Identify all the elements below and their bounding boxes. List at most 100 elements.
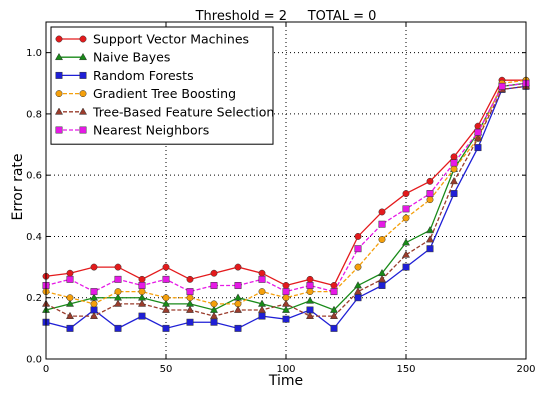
- y-axis-label: Error rate: [10, 153, 26, 220]
- data-point: [209, 311, 219, 319]
- data-point: [378, 220, 386, 228]
- data-point: [210, 282, 218, 289]
- x-tick-label: 0: [43, 364, 49, 375]
- legend-label: Tree-Based Feature Selection: [92, 104, 274, 119]
- x-tick-label: 50: [160, 364, 173, 375]
- data-point: [378, 208, 386, 216]
- data-point: [186, 275, 194, 283]
- data-point: [233, 305, 243, 313]
- data-point: [425, 226, 435, 234]
- legend-label: Support Vector Machines: [93, 32, 249, 47]
- data-point: [162, 294, 170, 302]
- data-point: [354, 294, 362, 302]
- legend-marker: [55, 71, 63, 79]
- data-point: [498, 82, 506, 90]
- data-point: [234, 263, 242, 271]
- data-point: [305, 311, 315, 319]
- data-point: [65, 299, 75, 307]
- y-tick-label: 0.2: [26, 293, 42, 304]
- y-tick-label: 1.0: [26, 48, 42, 59]
- data-point: [114, 275, 122, 283]
- data-point: [234, 324, 242, 332]
- legend-item: Support Vector Machines: [55, 32, 249, 47]
- data-point: [306, 275, 314, 283]
- data-point: [210, 318, 218, 326]
- legend-marker: [78, 107, 88, 115]
- x-tick-label: 150: [396, 364, 415, 375]
- data-point: [258, 312, 266, 320]
- data-point: [402, 214, 410, 222]
- data-point: [282, 315, 290, 323]
- data-point: [66, 269, 74, 277]
- legend-label: Gradient Tree Boosting: [93, 86, 236, 101]
- data-point: [330, 324, 338, 332]
- data-point: [162, 275, 170, 283]
- legend-marker: [55, 35, 63, 43]
- data-point: [89, 293, 99, 301]
- legend-marker: [79, 126, 87, 134]
- data-point: [426, 190, 434, 198]
- data-point: [258, 275, 266, 283]
- legend: Support Vector Machines Naive Bayes Random…: [50, 26, 274, 145]
- data-point: [281, 305, 291, 313]
- data-point: [402, 190, 410, 198]
- data-point: [210, 300, 218, 308]
- data-point: [138, 288, 146, 296]
- axis-ticks: 0 50 100 150 200 0.0 0.2 0.4 0.6 0.8 1.0: [26, 22, 536, 375]
- data-point: [305, 296, 315, 304]
- data-point: [426, 196, 434, 204]
- x-tick-label: 200: [516, 364, 535, 375]
- legend-marker: [79, 35, 87, 43]
- data-point: [282, 288, 290, 296]
- data-point: [210, 269, 218, 277]
- data-point: [306, 282, 314, 289]
- data-point: [138, 282, 146, 289]
- legend-marker: [55, 126, 63, 134]
- legend-item: Random Forests: [55, 68, 194, 83]
- y-tick-label: 0.4: [26, 232, 42, 243]
- x-axis-label: Time: [268, 373, 303, 389]
- data-point: [449, 176, 459, 185]
- data-point: [66, 275, 74, 283]
- data-point: [353, 287, 363, 295]
- data-point: [354, 245, 362, 253]
- data-point: [450, 190, 458, 198]
- legend-marker: [79, 90, 87, 98]
- data-point: [162, 263, 170, 271]
- data-point: [402, 205, 410, 213]
- data-point: [425, 235, 435, 243]
- data-point: [377, 275, 387, 283]
- data-point: [354, 263, 362, 271]
- data-point: [474, 144, 482, 152]
- data-point: [306, 288, 314, 296]
- data-point: [378, 236, 386, 243]
- data-point: [234, 282, 242, 289]
- data-point: [258, 288, 266, 296]
- data-point: [257, 305, 267, 313]
- data-point: [354, 233, 362, 240]
- data-point: [329, 311, 339, 319]
- data-point: [281, 299, 291, 307]
- data-point: [186, 294, 194, 302]
- legend-label: Nearest Neighbors: [93, 123, 209, 138]
- data-point: [65, 311, 75, 319]
- y-tick-label: 0.6: [26, 171, 42, 182]
- data-point: [162, 324, 170, 332]
- data-point: [282, 282, 290, 289]
- legend-box: [50, 26, 274, 145]
- y-tick-label: 0.0: [26, 355, 42, 366]
- data-point: [90, 300, 98, 308]
- chart-title: Threshold = 2 TOTAL = 0: [195, 9, 377, 24]
- data-point: [161, 305, 171, 313]
- data-point: [114, 324, 122, 332]
- y-tick-label: 0.8: [26, 109, 42, 120]
- data-point: [137, 299, 147, 307]
- legend-label: Random Forests: [93, 68, 194, 83]
- legend-label: Naive Bayes: [93, 50, 170, 65]
- legend-item: Naive Bayes: [54, 50, 170, 65]
- data-point: [402, 263, 410, 271]
- data-point: [473, 134, 483, 142]
- data-point: [330, 288, 338, 296]
- legend-marker: [54, 107, 64, 115]
